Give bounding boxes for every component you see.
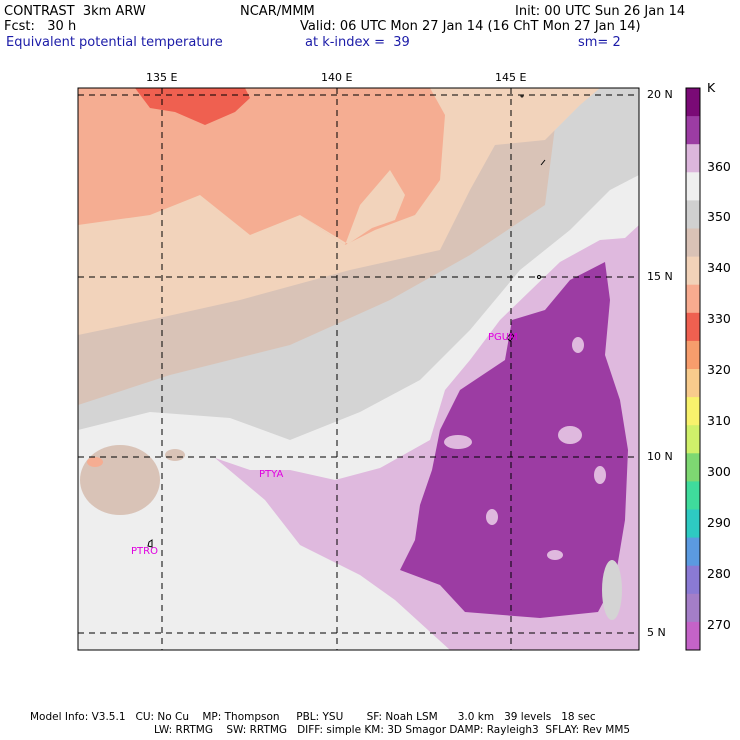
colorbar-label: 270 xyxy=(707,617,731,632)
colorbar-swatch xyxy=(686,116,700,145)
station-ptya: PTYA xyxy=(259,469,284,480)
colorbar-swatch xyxy=(686,509,700,539)
colorbar-swatch xyxy=(686,200,700,229)
field-name: Equivalent potential temperature xyxy=(6,35,223,50)
theta-e-field xyxy=(78,88,639,650)
colorbar-label: 350 xyxy=(707,209,731,224)
colorbar-swatch xyxy=(686,397,700,426)
colorbar-label: 340 xyxy=(707,260,731,275)
colorbar-swatch xyxy=(686,284,700,314)
colorbar xyxy=(685,87,701,651)
colorbar-swatch xyxy=(686,256,700,286)
colorbar-swatch xyxy=(686,453,700,482)
colorbar-label: 300 xyxy=(707,464,731,479)
lon-label-135: 135 E xyxy=(146,71,178,84)
lat-label-20: 20 N xyxy=(647,88,673,101)
lat-label-15: 15 N xyxy=(647,270,673,283)
smoothing-label: sm= 2 xyxy=(578,35,621,50)
colorbar-swatch xyxy=(686,621,700,651)
colorbar-swatch xyxy=(686,369,700,398)
colorbar-label: 290 xyxy=(707,515,731,530)
level-label: at k-index = 39 xyxy=(305,35,410,50)
lon-label-145: 145 E xyxy=(495,71,527,84)
colorbar-swatch xyxy=(686,340,700,370)
lat-label-5: 5 N xyxy=(647,626,666,639)
org-label: NCAR/MMM xyxy=(240,4,315,19)
colorbar-label: 320 xyxy=(707,362,731,377)
forecast-hour: Fcst: 30 h xyxy=(4,19,77,34)
colorbar-swatch xyxy=(686,172,700,201)
model-info-line2: LW: RRTMG SW: RRTMG DIFF: simple KM: 3D … xyxy=(154,724,631,736)
colorbar-label: 360 xyxy=(707,159,731,174)
lat-label-10: 10 N xyxy=(647,450,673,463)
colorbar-swatch xyxy=(686,425,700,454)
colorbar-swatch xyxy=(686,593,700,623)
colorbar-swatch xyxy=(686,144,700,173)
valid-time: Valid: 06 UTC Mon 27 Jan 14 (16 ChT Mon … xyxy=(300,19,641,34)
colorbar-label: 310 xyxy=(707,413,731,428)
colorbar-swatch xyxy=(686,312,700,342)
model-info-line1: Model Info: V3.5.1 CU: No Cu MP: Thompso… xyxy=(30,711,596,723)
colorbar-frame xyxy=(685,87,701,651)
station-pgum: PGUM xyxy=(488,332,518,343)
colorbar-label: 330 xyxy=(707,311,731,326)
graticule xyxy=(78,88,639,650)
model-title: CONTRAST 3km ARW xyxy=(4,4,146,19)
colorbar-unit: K xyxy=(707,80,716,95)
coastlines xyxy=(147,94,546,548)
lon-label-140: 140 E xyxy=(321,71,353,84)
colorbar-swatch xyxy=(686,88,700,117)
colorbar-swatch xyxy=(686,537,700,567)
colorbar-swatch xyxy=(686,565,700,595)
station-ptro: PTRO xyxy=(131,546,158,557)
colorbar-label: 280 xyxy=(707,566,731,581)
init-time: Init: 00 UTC Sun 26 Jan 14 xyxy=(515,4,686,19)
colorbar-swatch xyxy=(686,481,700,510)
map-frame xyxy=(77,87,640,651)
colorbar-swatch xyxy=(686,228,700,258)
